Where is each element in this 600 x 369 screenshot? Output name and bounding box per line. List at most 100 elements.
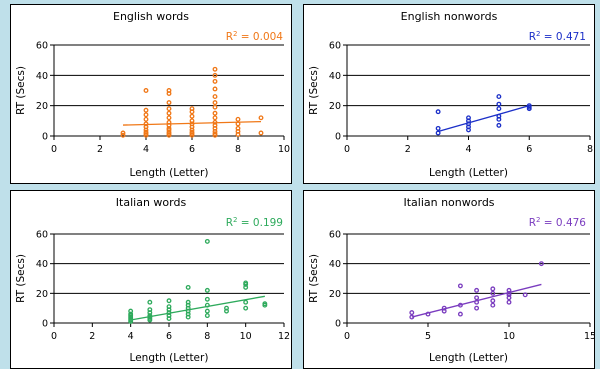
data-point: [441, 305, 447, 311]
x-tick-label: 4: [128, 331, 134, 342]
x-tick-label: 10: [240, 331, 252, 342]
data-point: [506, 287, 512, 293]
x-tick-label: 5: [425, 331, 431, 342]
data-point: [235, 121, 241, 127]
data-point: [258, 130, 264, 136]
y-tick-label: 20: [329, 101, 341, 112]
data-point: [185, 299, 191, 305]
data-point: [204, 238, 210, 244]
data-point: [435, 130, 441, 136]
data-point: [189, 113, 195, 119]
data-point: [538, 261, 544, 267]
data-point: [496, 106, 502, 112]
r-squared-superscript: 2: [233, 30, 237, 38]
chart-title: English nonwords: [401, 10, 498, 23]
chart-panel-italian-nonwords: Italian nonwords 0 20 40 60 0 5 10 15 Length (Let…: [303, 190, 595, 369]
x-tick-label: 0: [344, 144, 350, 155]
data-point: [409, 314, 415, 320]
y-tick-label: 0: [42, 132, 48, 143]
data-point: [212, 115, 218, 121]
y-axis-label: RT (Secs): [308, 66, 320, 115]
data-point: [409, 310, 415, 316]
chart-panel-italian-words: Italian words 0 20 40 60 0 2 4 6 8 10 12 Length (Let…: [10, 190, 292, 369]
data-point: [143, 116, 149, 122]
data-point: [128, 308, 134, 314]
x-tick-label: 8: [587, 144, 593, 155]
r-squared-label: R2 = 0.476: [529, 216, 587, 229]
r-squared-label: R2 = 0.471: [529, 30, 586, 43]
x-axis-label: Length (Letter): [130, 352, 209, 364]
data-point: [496, 113, 502, 119]
chart-svg: Italian words 0 20 40 60 0 2 4 6 8 10 12 Length (Let…: [15, 196, 290, 364]
y-tick-label: 20: [36, 289, 48, 300]
data-point: [496, 122, 502, 128]
data-point: [147, 299, 153, 305]
data-point: [474, 295, 480, 301]
r-squared-symbol: R: [529, 217, 536, 229]
data-point: [189, 106, 195, 112]
x-axis-label: Length (Letter): [130, 167, 209, 179]
data-point: [189, 118, 195, 124]
x-tick-label: 2: [89, 331, 95, 342]
data-point: [457, 302, 463, 308]
x-tick-label: 0: [344, 331, 350, 342]
r-squared-superscript: 2: [536, 216, 540, 224]
x-tick-label: 8: [235, 144, 241, 155]
chart-panel-english-nonwords: English nonwords 0 20 40 60 0 2 4 6 8 Length (Lett…: [303, 4, 595, 184]
x-tick-label: 12: [278, 331, 290, 342]
data-point: [166, 298, 172, 304]
y-axis-label: RT (Secs): [15, 66, 27, 115]
data-point: [457, 283, 463, 289]
data-point: [243, 280, 249, 286]
data-point: [166, 110, 172, 116]
y-tick-label: 60: [36, 230, 48, 241]
data-point: [435, 109, 441, 115]
data-point: [490, 286, 496, 292]
data-point: [212, 104, 218, 110]
chart-title: Italian words: [116, 196, 187, 209]
x-tick-label: 2: [97, 144, 103, 155]
x-axis-label: Length (Letter): [429, 352, 508, 364]
y-tick-label: 40: [36, 259, 48, 270]
y-tick-label: 0: [42, 319, 48, 330]
data-point: [496, 94, 502, 100]
x-tick-label: 8: [204, 331, 210, 342]
data-point: [212, 100, 218, 106]
data-point: [474, 305, 480, 311]
data-point: [457, 311, 463, 317]
r-squared-superscript: 2: [536, 30, 540, 38]
data-point: [166, 115, 172, 121]
x-tick-label: 10: [278, 144, 290, 155]
y-tick-label: 60: [329, 41, 341, 52]
data-point: [235, 116, 241, 122]
data-point: [185, 284, 191, 290]
data-point: [166, 88, 172, 93]
y-tick-label: 20: [36, 101, 48, 112]
chart-svg: English words 0 20 40 60 0 2 4 6 8 10 Length (Lette…: [15, 10, 290, 179]
data-point: [204, 308, 210, 314]
trend-line: [437, 105, 530, 133]
x-tick-label: 6: [166, 331, 172, 342]
x-tick-label: 15: [584, 331, 594, 342]
data-point: [435, 125, 441, 131]
r-squared-value: = 0.476: [540, 217, 586, 229]
x-tick-label: 10: [503, 331, 515, 342]
x-tick-label: 0: [51, 144, 57, 155]
r-squared-value: = 0.199: [237, 217, 283, 229]
x-axis-label: Length (Letter): [429, 167, 508, 179]
data-point: [212, 94, 218, 100]
data-point: [212, 66, 218, 72]
y-axis-label: RT (Secs): [15, 254, 27, 303]
data-point: [258, 115, 264, 121]
y-tick-label: 40: [329, 71, 341, 82]
data-point: [235, 125, 241, 131]
x-tick-label: 4: [465, 144, 471, 155]
data-point: [166, 304, 172, 310]
chart-svg: English nonwords 0 20 40 60 0 2 4 6 8 Length (Lett…: [308, 10, 593, 179]
data-point: [204, 287, 210, 293]
y-tick-label: 40: [329, 259, 341, 270]
data-point: [224, 305, 229, 311]
y-tick-label: 0: [335, 132, 341, 143]
data-point: [243, 305, 249, 311]
data-point: [212, 78, 218, 84]
